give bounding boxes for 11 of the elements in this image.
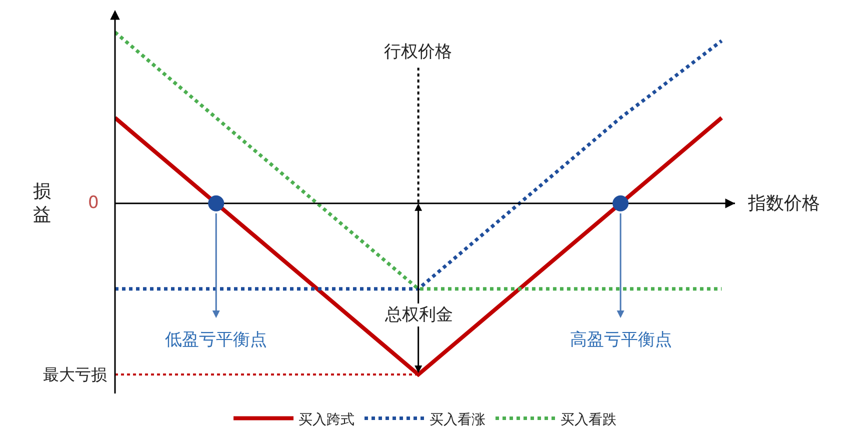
text: 最大亏损 — [43, 365, 107, 384]
text: 行权价格 — [384, 42, 452, 62]
annotation: 总权利金 — [384, 305, 453, 325]
annotation: 低盈亏平衡点 — [165, 330, 267, 350]
x-axis-title: 指数价格 — [747, 193, 820, 214]
text: 0 — [88, 193, 99, 213]
legend-label: 买入跨式 — [298, 412, 354, 428]
y-axis-title: 损益 — [33, 181, 51, 226]
legend-label: 买入看涨 — [430, 412, 486, 428]
legend-label: 买入看跌 — [560, 412, 616, 428]
annotation: 高盈亏平衡点 — [570, 330, 672, 350]
